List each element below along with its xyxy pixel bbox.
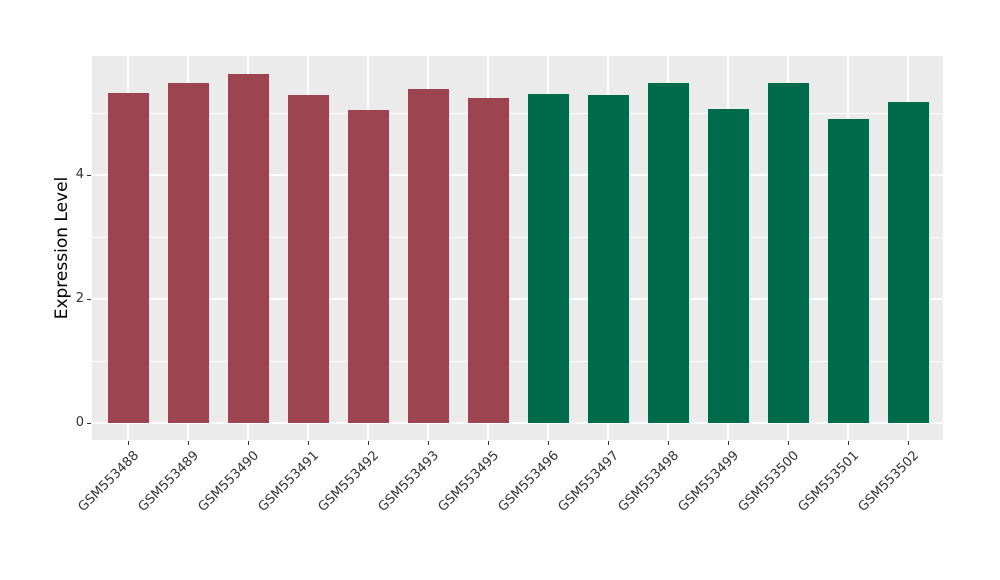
x-tick-label-GSM553501: GSM553501 xyxy=(795,448,862,515)
bar-GSM553501 xyxy=(827,118,869,423)
x-tick-mark-GSM553491 xyxy=(307,441,309,445)
gridline-minor-y-3 xyxy=(92,236,943,238)
x-tick-mark-GSM553496 xyxy=(547,441,549,445)
x-tick-mark-GSM553500 xyxy=(787,441,789,445)
gridline-minor-y-1 xyxy=(92,360,943,362)
gridline-major-y-4 xyxy=(92,174,943,176)
gridline-minor-y-5 xyxy=(92,112,943,114)
plot-panel xyxy=(92,56,943,440)
x-tick-mark-GSM553501 xyxy=(847,441,849,445)
x-tick-label-GSM553490: GSM553490 xyxy=(195,448,262,515)
bar-GSM553497 xyxy=(587,95,629,423)
y-tick-mark-4 xyxy=(87,174,91,176)
bar-GSM553490 xyxy=(227,73,269,423)
bar-GSM553489 xyxy=(167,82,209,423)
y-tick-mark-0 xyxy=(87,422,91,424)
x-tick-label-GSM553499: GSM553499 xyxy=(675,448,742,515)
x-tick-mark-GSM553498 xyxy=(667,441,669,445)
bar-GSM553492 xyxy=(347,109,389,423)
x-tick-label-GSM553491: GSM553491 xyxy=(255,448,322,515)
y-tick-label-4: 4 xyxy=(75,167,84,182)
x-tick-mark-GSM553492 xyxy=(367,441,369,445)
x-tick-label-GSM553493: GSM553493 xyxy=(375,448,442,515)
x-tick-mark-GSM553493 xyxy=(427,441,429,445)
bar-GSM553488 xyxy=(107,93,149,423)
gridline-major-y-0 xyxy=(92,422,943,424)
bar-GSM553493 xyxy=(407,88,449,423)
x-tick-label-GSM553492: GSM553492 xyxy=(315,448,382,515)
x-tick-mark-GSM553495 xyxy=(487,441,489,445)
y-tick-mark-2 xyxy=(87,298,91,300)
bar-GSM553496 xyxy=(527,93,569,423)
x-tick-label-GSM553496: GSM553496 xyxy=(495,448,562,515)
x-tick-mark-GSM553502 xyxy=(907,441,909,445)
bar-GSM553500 xyxy=(767,83,809,423)
x-tick-mark-GSM553489 xyxy=(187,441,189,445)
gridline-major-y-2 xyxy=(92,298,943,300)
bar-GSM553498 xyxy=(647,82,689,423)
bar-GSM553495 xyxy=(467,97,509,423)
x-tick-label-GSM553495: GSM553495 xyxy=(435,448,502,515)
x-tick-mark-GSM553499 xyxy=(727,441,729,445)
x-tick-label-GSM553497: GSM553497 xyxy=(555,448,622,515)
bar-GSM553499 xyxy=(707,109,749,423)
x-tick-label-GSM553488: GSM553488 xyxy=(75,448,142,515)
x-tick-label-GSM553500: GSM553500 xyxy=(735,448,802,515)
x-tick-mark-GSM553490 xyxy=(247,441,249,445)
y-tick-label-0: 0 xyxy=(75,415,84,430)
x-tick-label-GSM553498: GSM553498 xyxy=(615,448,682,515)
bar-GSM553491 xyxy=(287,95,329,423)
y-tick-label-2: 2 xyxy=(75,291,84,306)
bar-GSM553502 xyxy=(887,101,929,423)
x-tick-mark-GSM553488 xyxy=(127,441,129,445)
x-tick-mark-GSM553497 xyxy=(607,441,609,445)
x-tick-label-GSM553489: GSM553489 xyxy=(135,448,202,515)
x-tick-label-GSM553502: GSM553502 xyxy=(855,448,922,515)
